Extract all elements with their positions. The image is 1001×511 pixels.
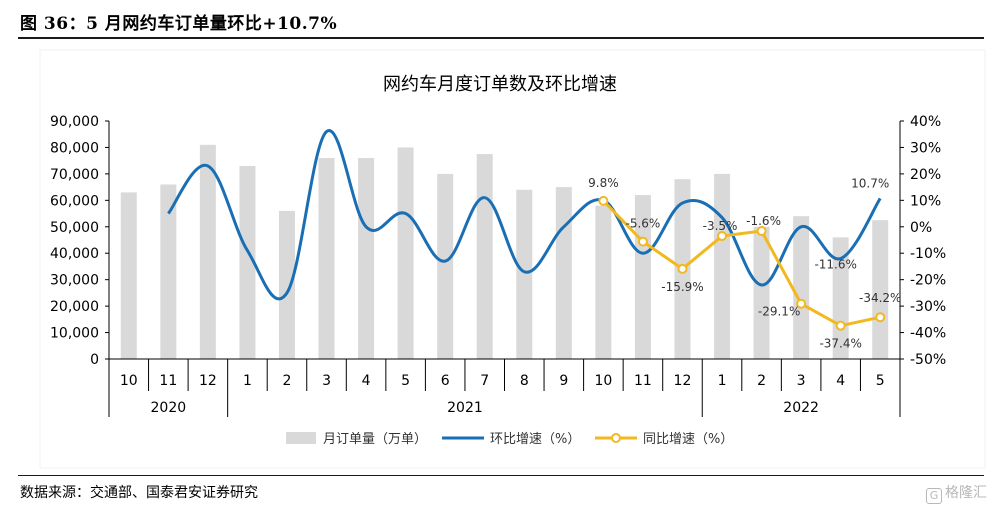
y-left-tick-label: 40,000 [50,246,99,262]
x-tick-label: 7 [480,373,489,389]
data-labels: 9.8% -5.6% -15.9% -3.5% -1.6% -29.1% -37.4% -11… [588,176,901,351]
watermark-text: 格隆汇 [945,485,987,501]
bar [358,158,375,359]
x-tick-label: 2 [757,373,766,389]
y-right-tick-label: -20% [910,273,946,289]
mom-growth-line [167,129,882,301]
y-left-tick-label: 20,000 [50,299,99,315]
yoy-marker [796,298,807,309]
bottom-rule [18,475,984,476]
y-right-tick-label: 30% [910,140,941,156]
yoy-marker [637,236,648,247]
bar [476,154,493,359]
watermark: G 格隆汇 [926,482,987,504]
x-tick-label: 6 [441,373,450,389]
x-tick-label: 10 [120,373,138,389]
x-tick-label: 10 [594,373,612,389]
top-rule [18,37,984,39]
x-tick-label: 11 [159,373,177,389]
legend-label: 环比增速（%） [490,432,580,447]
x-tick-label: 3 [797,373,806,389]
y-right-tick-label: 20% [910,167,941,183]
y-right-tick-label: -10% [910,246,946,262]
y-left-tick-label: 50,000 [50,220,99,236]
year-group-label: 2020 [151,400,187,416]
bar [516,189,533,359]
yoy-marker [717,231,728,242]
x-tick-label: 1 [243,373,252,389]
bar [714,173,731,359]
chart-title: 网约车月度订单数及环比增速 [383,74,617,95]
x-tick-label: 11 [634,373,652,389]
figure-title: 图 36：5 月网约车订单量环比+10.7% [20,14,338,34]
y-left-tick-label: 70,000 [50,167,99,183]
data-label: -1.6% [746,214,781,228]
bar [120,192,137,359]
data-label: -15.9% [661,280,703,294]
bar [753,226,770,359]
x-tick-label: 8 [520,373,529,389]
bar [595,205,612,359]
bar [793,216,810,359]
bar [278,210,295,359]
bar [160,184,177,359]
legend-label: 月订单量（万单） [323,432,427,447]
x-tick-label: 5 [401,373,410,389]
data-label: -34.2% [859,291,901,305]
y-left-tick-label: 80,000 [50,140,99,156]
y-right-tick-label: 0% [910,220,932,236]
yoy-growth-line [602,199,881,328]
line-series [167,129,886,331]
x-tick-label: 5 [876,373,885,389]
axes: 0 10,000 20,000 30,000 40,000 50,000 60,000 70,… [50,114,946,417]
y-left-tick-label: 60,000 [50,193,99,209]
chart: 网约车月度订单数及环比增速 0 10,000 20,000 30,000 40,000 5… [39,49,986,469]
y-right-tick-label: -50% [910,352,946,368]
bar [397,147,414,359]
y-right-tick-label: 10% [910,193,941,209]
x-tick-label: 3 [322,373,331,389]
bar [199,144,216,359]
source-note: 数据来源：交通部、国泰君安证券研究 [20,485,258,501]
yoy-marker [875,312,886,323]
x-tick-label: 9 [559,373,568,389]
x-tick-label: 12 [674,373,692,389]
x-tick-label: 1 [718,373,727,389]
chart-background [39,49,986,469]
y-right-tick-label: 40% [910,114,941,130]
x-tick-label: 12 [199,373,217,389]
yoy-marker [835,320,846,331]
y-right-tick-label: -30% [910,299,946,315]
yoy-marker [598,195,609,206]
data-label: 10.7% [851,176,889,190]
watermark-logo-icon: G [926,488,942,504]
bar [555,187,572,359]
legend-label: 同比增速（%） [643,432,733,447]
x-tick-label: 4 [362,373,371,389]
y-left-tick-label: 10,000 [50,326,99,342]
legend-swatch-bar [286,432,316,444]
data-label: -5.6% [626,217,661,231]
data-label: 9.8% [588,176,619,190]
year-group-label: 2022 [783,400,819,416]
data-label: -29.1% [758,305,800,319]
year-group-label: 2021 [447,400,483,416]
legend-marker-yoy [611,433,621,443]
legend: 月订单量（万单） 环比增速（%） 同比增速（%） [286,432,733,447]
data-label: -11.6% [814,257,856,271]
bar [318,158,335,359]
bar [872,220,889,359]
y-left-tick-label: 30,000 [50,273,99,289]
data-label: -37.4% [819,337,861,351]
yoy-marker [677,263,688,274]
x-tick-label: 4 [836,373,845,389]
x-tick-label: 2 [283,373,292,389]
yoy-marker [756,226,767,237]
y-right-tick-label: -40% [910,326,946,342]
bar [437,173,454,359]
y-left-tick-label: 0 [90,352,99,368]
bar [239,165,256,359]
y-left-tick-label: 90,000 [50,114,99,130]
data-label: -3.5% [703,219,738,233]
